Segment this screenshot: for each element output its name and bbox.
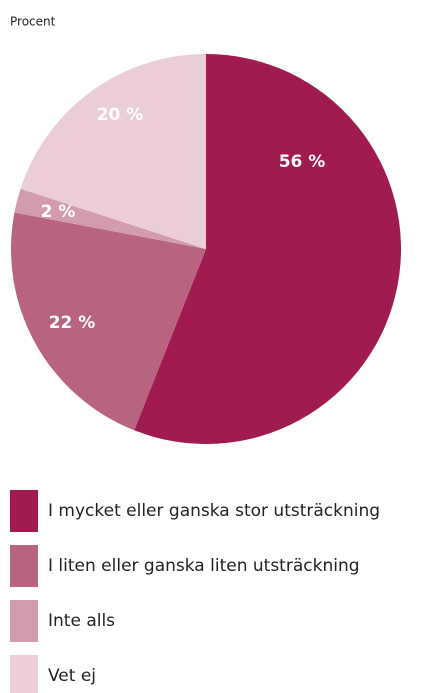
pie-slice — [134, 54, 401, 444]
pie-slice — [10, 212, 207, 431]
pie-slice — [14, 188, 207, 249]
legend-swatch — [10, 600, 38, 642]
legend-label: I liten eller ganska liten utsträckning — [48, 556, 360, 576]
legend-label: I mycket eller ganska stor utsträckning — [48, 501, 380, 521]
legend-swatch — [10, 490, 38, 532]
legend-swatch — [10, 545, 38, 587]
value-label: 20 % — [97, 105, 144, 125]
legend-label: Vet ej — [48, 666, 96, 686]
pie-slice — [20, 54, 207, 249]
legend-swatch — [10, 655, 38, 693]
value-label: 56 % — [279, 152, 326, 172]
value-label: 22 % — [49, 313, 96, 333]
value-label: 2 % — [41, 202, 76, 222]
legend-label: Inte alls — [48, 611, 115, 631]
chart-subtitle: Procent — [10, 15, 56, 29]
